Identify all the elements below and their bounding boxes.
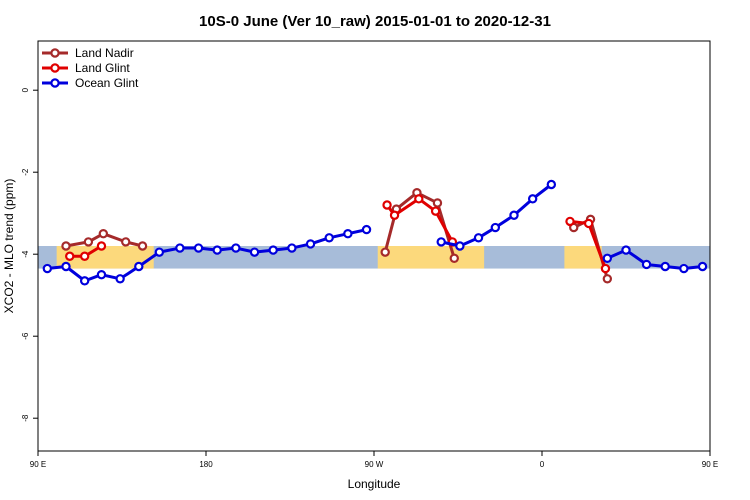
series-ocean-glint bbox=[42, 179, 708, 286]
data-point bbox=[193, 243, 204, 253]
data-point bbox=[61, 261, 71, 272]
y-axis-label: XCO2 - MLO trend (ppm) bbox=[2, 179, 16, 314]
data-point bbox=[249, 247, 260, 257]
data-point bbox=[430, 206, 441, 216]
legend-marker bbox=[50, 78, 60, 88]
legend-label: Ocean Glint bbox=[75, 76, 139, 90]
data-point bbox=[98, 228, 109, 239]
data-point bbox=[473, 233, 484, 243]
data-point bbox=[324, 233, 334, 243]
data-point bbox=[83, 237, 94, 247]
data-point bbox=[79, 251, 90, 261]
series-layer bbox=[42, 179, 708, 286]
data-point bbox=[380, 247, 390, 257]
data-point bbox=[115, 274, 125, 284]
y-tick-label: -8 bbox=[21, 414, 30, 422]
data-point bbox=[268, 245, 278, 255]
data-point bbox=[212, 245, 222, 255]
land-ocean-band bbox=[38, 246, 710, 269]
data-point bbox=[583, 218, 594, 229]
x-tick-label: 90 E bbox=[702, 460, 718, 469]
data-point bbox=[546, 179, 557, 190]
data-point bbox=[602, 274, 613, 284]
data-point bbox=[137, 241, 148, 251]
data-point bbox=[343, 228, 353, 239]
data-point bbox=[79, 276, 90, 286]
x-tick-label: 90 W bbox=[365, 460, 384, 469]
data-point bbox=[231, 243, 241, 253]
data-point bbox=[641, 259, 652, 270]
legend-marker bbox=[50, 63, 60, 73]
data-point bbox=[96, 270, 107, 280]
data-point bbox=[449, 253, 459, 263]
x-axis-label: Longitude bbox=[348, 477, 401, 491]
data-point bbox=[565, 216, 575, 227]
y-tick-label: -2 bbox=[21, 168, 30, 176]
data-point bbox=[697, 261, 708, 272]
data-point bbox=[602, 253, 613, 263]
data-point bbox=[61, 241, 71, 251]
legend-item: Land Glint bbox=[42, 61, 130, 75]
data-point bbox=[389, 210, 400, 220]
data-point bbox=[382, 200, 392, 210]
ocean-band bbox=[38, 246, 710, 269]
legend-item: Land Nadir bbox=[42, 46, 134, 60]
data-point bbox=[42, 263, 53, 274]
land-band-0 bbox=[56, 246, 154, 269]
data-point bbox=[432, 198, 443, 208]
data-point bbox=[509, 210, 519, 220]
x-tick-label: 180 bbox=[199, 460, 213, 469]
data-point bbox=[436, 237, 446, 247]
data-point bbox=[305, 239, 316, 249]
data-point bbox=[660, 261, 670, 272]
data-point bbox=[679, 263, 689, 274]
legend-marker bbox=[50, 48, 60, 58]
data-point bbox=[361, 224, 372, 235]
data-point bbox=[287, 243, 297, 253]
land-band-1 bbox=[377, 246, 485, 269]
x-tick-label: 0 bbox=[540, 460, 545, 469]
data-point bbox=[621, 245, 631, 255]
data-point bbox=[490, 222, 501, 233]
data-point bbox=[414, 194, 424, 204]
data-point bbox=[65, 251, 75, 261]
y-axis: 0 -2 -4 -6 -8 bbox=[21, 87, 38, 422]
y-tick-label: 0 bbox=[21, 87, 30, 92]
series-line bbox=[440, 183, 553, 248]
data-point bbox=[175, 243, 185, 253]
legend-label: Land Glint bbox=[75, 61, 130, 75]
data-point bbox=[455, 241, 465, 251]
data-point bbox=[121, 237, 131, 247]
data-point bbox=[154, 247, 165, 257]
chart-title: 10S-0 June (Ver 10_raw) 2015-01-01 to 20… bbox=[199, 13, 551, 30]
data-point bbox=[527, 194, 538, 204]
data-point bbox=[600, 263, 611, 274]
y-tick-label: -4 bbox=[21, 250, 30, 258]
legend-label: Land Nadir bbox=[75, 46, 134, 60]
legend-item: Ocean Glint bbox=[42, 76, 139, 90]
y-tick-label: -6 bbox=[21, 332, 30, 340]
data-point bbox=[96, 241, 107, 251]
x-axis: 90 E 180 90 W 0 90 E bbox=[30, 451, 718, 469]
data-point bbox=[134, 261, 144, 272]
land-band-2 bbox=[564, 246, 602, 269]
x-tick-label: 90 E bbox=[30, 460, 46, 469]
